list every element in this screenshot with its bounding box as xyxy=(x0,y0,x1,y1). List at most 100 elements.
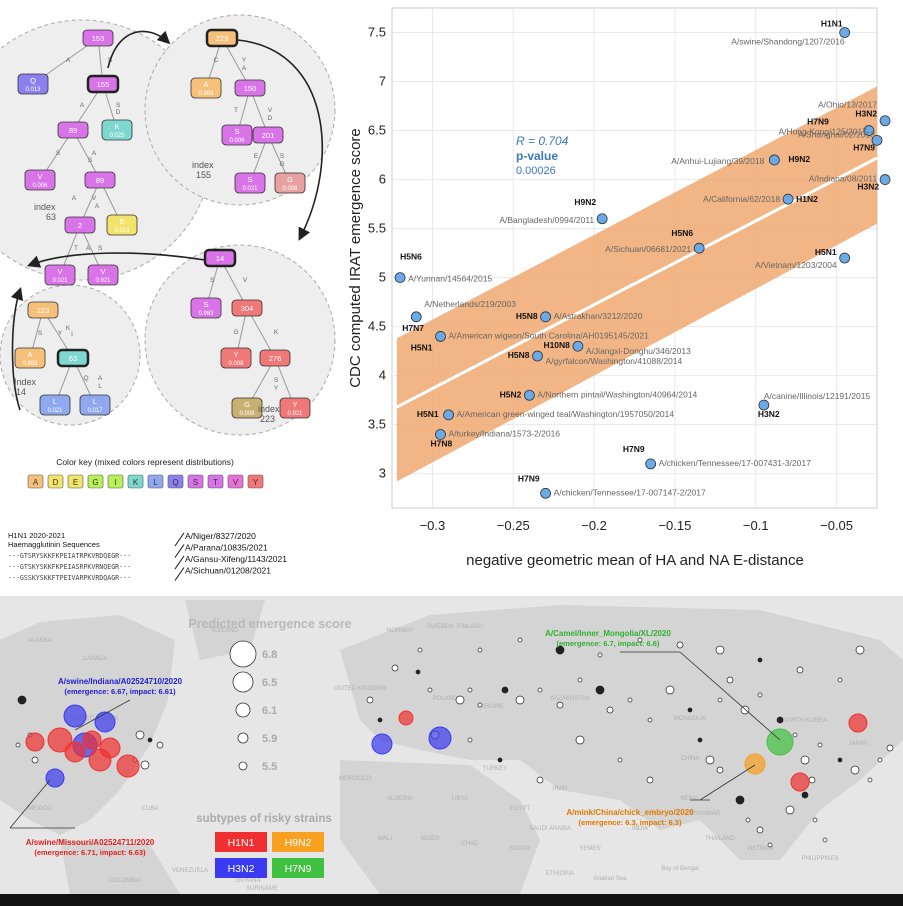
tree-node-box xyxy=(87,264,119,286)
subtype-swatch-h3n2 xyxy=(215,858,267,878)
tree-node-box xyxy=(101,119,133,141)
tree-node-box xyxy=(44,264,76,286)
size-legend-circle xyxy=(238,761,248,771)
sequence-strain: A/Sichuan/01208/2021 xyxy=(185,566,271,576)
tree-node-value: S xyxy=(247,175,252,184)
tree-node-value: 276 xyxy=(269,354,282,363)
point-subtype: H7N9 xyxy=(518,473,540,483)
place-arabian-sea: Arabian Sea xyxy=(593,876,627,882)
panel-arrow-3 xyxy=(27,252,206,268)
tree-edge-label: A xyxy=(86,245,91,252)
map-dot xyxy=(716,766,724,774)
tree-node-p1_root: 153 xyxy=(82,29,114,47)
place-suriname: SURINAME xyxy=(246,886,278,892)
point-strain: A/chicken/Tennessee/17-007147-2/2017 xyxy=(554,487,706,497)
size-legend-label: 6.5 xyxy=(262,677,277,689)
point-subtype: H3N2 xyxy=(855,109,877,119)
tree-node-p2_a: A 0.983 xyxy=(190,77,222,99)
map-dot xyxy=(577,677,583,683)
map-dot xyxy=(135,730,145,740)
size-legend-label: 5.9 xyxy=(262,733,277,745)
map-dot xyxy=(597,652,603,658)
tree-node-p2_s: S 0.006 xyxy=(221,124,253,146)
color-key-letter: Y xyxy=(253,478,259,487)
map-dot xyxy=(757,657,763,663)
map-dot xyxy=(467,737,473,743)
tree-edge-label: V xyxy=(92,195,97,202)
place-bay-of-bengal: Bay of Bengal xyxy=(661,866,698,872)
map-dot xyxy=(792,732,798,738)
tree-node-p2_150: 150 xyxy=(234,79,266,97)
place-vietnam: VIETNAM xyxy=(747,846,774,852)
scatter-point-a-chicken-tennessee-17-007147-2-2017: H7N9 A/chicken/Tennessee/17-007147-2/2017 xyxy=(518,473,706,499)
tree-node-box xyxy=(14,347,46,369)
color-key-letter: V xyxy=(233,478,239,487)
scatter-point-a-sichuan-06681-2021: H5N6 A/Sichuan/06681/2021 xyxy=(605,228,705,254)
point-marker xyxy=(410,311,422,323)
map-risk-bubbles xyxy=(25,704,868,792)
point-marker xyxy=(596,213,608,225)
tree-edge-label: D xyxy=(268,115,273,122)
tree-edge-label: G xyxy=(233,329,238,336)
subtype-legend-title: subtypes of risky strains xyxy=(196,813,332,825)
place-thailand: THAILAND xyxy=(705,836,735,842)
point-subtype: H7N7 xyxy=(402,323,424,333)
tree-node-box xyxy=(274,172,306,194)
tree-node-p4_g: G 0.008 xyxy=(231,397,263,419)
map-dot xyxy=(606,706,614,714)
tree-node-p1_e: E 0.013 xyxy=(106,214,138,236)
tree-node-p1_v2: V 0.021 xyxy=(44,264,76,286)
map-dot xyxy=(627,697,633,703)
tree-node-value: Q xyxy=(30,76,36,85)
map-dot xyxy=(676,641,684,649)
point-marker xyxy=(693,242,705,254)
map-dot xyxy=(637,637,643,643)
risk-bubble-h1n1 xyxy=(398,710,414,726)
tree-edge-label: S xyxy=(116,102,121,109)
size-legend-label: 6.8 xyxy=(262,649,277,661)
tree-node-p4_s: S 0.983 xyxy=(190,297,222,319)
map-dot xyxy=(855,645,865,655)
point-marker xyxy=(782,193,794,205)
tree-edge-label: S xyxy=(38,330,43,337)
tree-node-box xyxy=(259,349,291,367)
seq-title-line2: Haemagglutinin Sequences xyxy=(8,540,100,549)
subtype-label: H7N9 xyxy=(285,863,312,875)
place-niger: NIGER xyxy=(420,836,440,842)
point-marker xyxy=(435,331,446,342)
map-dot xyxy=(366,696,374,704)
tree-edge-label: C xyxy=(214,57,219,64)
place-mongolia: MONGOLIA xyxy=(674,716,706,722)
place-algeria: ALGERIA xyxy=(387,796,413,802)
point-marker xyxy=(879,115,891,127)
point-strain: A/Netherlands/219/2003 xyxy=(424,299,516,309)
land-africa xyxy=(340,760,540,894)
tree-node-value: 2 xyxy=(78,221,82,230)
index-14-line2: 14 xyxy=(16,387,26,397)
place-turkey: TURKEY xyxy=(483,766,507,772)
map-dot xyxy=(391,664,399,672)
tree-node-value: L xyxy=(93,397,97,406)
point-subtype: H3N2 xyxy=(857,182,879,192)
index-14-line1: Index xyxy=(14,377,37,387)
callout-detail: (emergence: 6.71, impact: 6.63) xyxy=(34,848,146,857)
map-dot xyxy=(31,756,39,764)
map-dot xyxy=(837,677,843,683)
tree-node-p3_63: 63 xyxy=(56,348,90,368)
color-key-swatch-g xyxy=(87,474,104,489)
bottom-bar xyxy=(0,894,903,906)
tree-node-p4_276: 276 xyxy=(259,349,291,367)
point-subtype: H5N1 xyxy=(411,342,433,352)
tree-node-prob: 0.983 xyxy=(198,311,214,317)
map-dot xyxy=(427,687,433,693)
seq-title: H1N1 2020-2021 Haemagglutinin Sequences xyxy=(8,531,100,549)
map-dot xyxy=(717,697,723,703)
tree-node-prob: 0.013 xyxy=(114,228,130,234)
tree-edge-label: Y xyxy=(58,330,63,337)
sequence-line: ···GTSKYSKKFKPEIASRPKVRNQEGR··· xyxy=(8,563,131,571)
map-dot xyxy=(537,687,543,693)
point-subtype: H7N9 xyxy=(853,142,875,152)
tree-node-box xyxy=(234,79,266,97)
